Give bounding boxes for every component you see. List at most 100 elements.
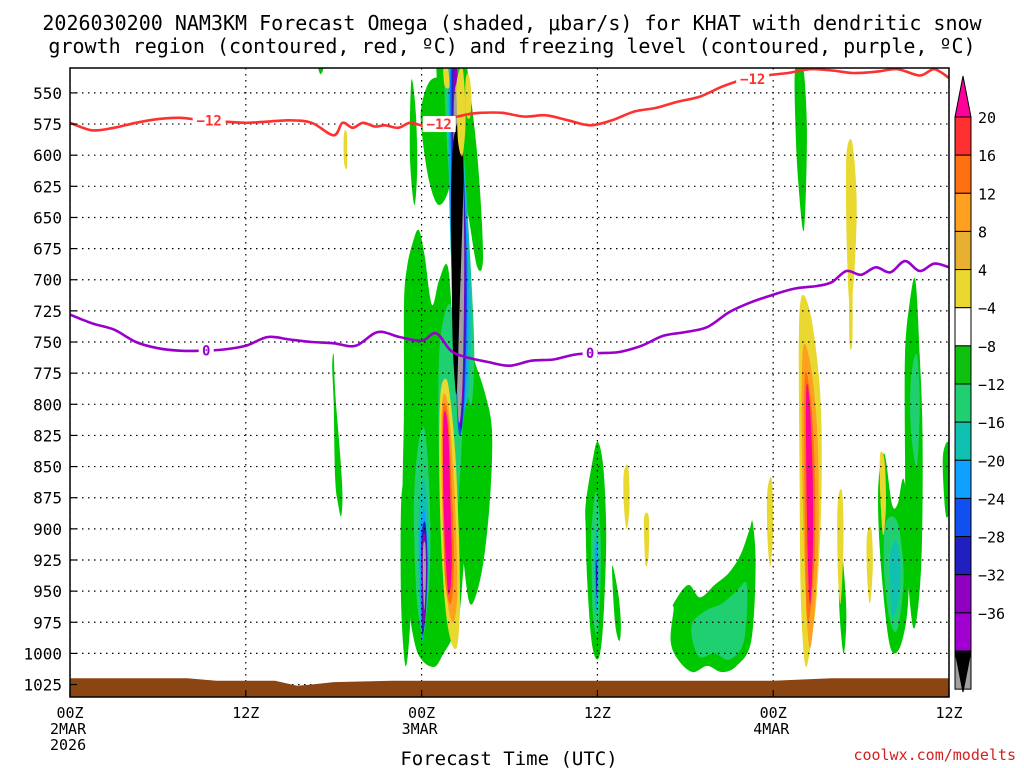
plot-frame [69,67,950,698]
y-tick-label: 775 [33,364,62,383]
colorbar-tick-label: 12 [978,185,996,203]
contour-label-bg [198,342,214,359]
colorbar-swatch [954,192,972,232]
omega-region-58 [879,451,887,536]
colorbar-tick-label: 16 [978,147,996,165]
y-tick-label: 825 [33,426,62,445]
colorbar-swatch [954,497,972,538]
colorbar-swatch [954,421,972,461]
omega-region-48 [643,512,650,567]
omega-region-53 [806,383,814,605]
colorbar-top-arrow [954,75,972,118]
x-tick-label: 00Z [408,704,435,722]
y-tick-label: 650 [33,208,62,227]
omega-region-5 [409,79,418,206]
colorbar-swatch [954,383,972,423]
x-tick-label: 00Z [56,704,83,722]
colorbar-bottom-arrow [954,650,972,693]
colorbar-tick-label: 8 [978,223,987,241]
contour-label-0-1: −12 [427,117,452,133]
x-tick-label: 3MAR [402,720,439,738]
y-tick-label: 600 [33,146,62,165]
colorbar-tick-label: −36 [978,605,1005,623]
y-tick-label: 975 [33,613,62,632]
y-tick-label: 950 [33,582,62,601]
omega-region-30 [422,541,427,610]
y-tick-label: 625 [33,177,62,196]
plot-area: −12 −12 −12 0 0 [70,68,949,697]
colorbar-tick-label: −32 [978,567,1005,585]
x-tick-label: 4MAR [753,720,790,738]
omega-region-43 [456,68,466,157]
colorbar-swatch [954,154,972,194]
y-tick-label: 1025 [23,676,62,695]
y-tick-label: 850 [33,458,62,477]
colorbar-swatch [954,269,972,309]
omega-shading-layer [318,68,949,673]
omega-region-13 [942,441,949,518]
x-tick-label: 2MAR [50,720,87,738]
colorbar-swatch [954,459,972,499]
omega-region-49 [766,476,774,567]
x-tick-label: 12Z [935,704,962,722]
omega-region-38 [450,115,464,395]
x-tick-label: 2026 [50,736,86,754]
y-tick-label: 925 [33,551,62,570]
colorbar-swatch [954,307,972,347]
y-tick-label: 800 [33,395,62,414]
x-axis-label: Forecast Time (UTC) [400,748,617,768]
credit-text: coolwx.com/modelts [853,746,1016,764]
omega-region-21 [910,353,920,468]
colorbar-swatch [954,116,972,156]
colorbar-swatch [954,612,972,652]
omega-region-28 [595,559,598,598]
y-tick-label: 725 [33,302,62,321]
omega-region-6 [400,479,412,667]
series-line-1 [70,259,949,368]
omega-region-44 [465,73,472,120]
omega-region-19 [691,581,748,660]
x-tick-label: 12Z [232,704,259,722]
colorbar-tick-label: 20 [978,109,996,127]
colorbar-swatch [954,230,972,271]
contour-lines-layer: −12 −12 −12 0 0 [70,68,949,368]
y-tick-label: 1000 [23,644,62,663]
omega-region-42 [443,410,452,595]
colorbar: 20 16 12 8 4 −4 −8 −12 −16 −20 −24 −28 −32 −36 [954,75,1005,693]
contour-label-0-2: −12 [740,72,765,88]
colorbar-tick-label: 4 [978,262,987,280]
y-tick-label: 675 [33,240,62,259]
y-tick-label: 750 [33,333,62,352]
omega-region-9 [612,565,621,641]
colorbar-swatch [954,536,972,576]
colorbar-tick-label: −16 [978,414,1005,432]
contour-label-bg [736,71,770,88]
y-tick-label: 575 [33,115,62,134]
terrain-layer [70,678,949,697]
omega-region-15 [318,68,324,75]
y-tick-label: 550 [33,84,62,103]
omega-region-45 [343,130,348,170]
colorbar-tick-label: −4 [978,300,996,318]
y-tick-label: 900 [33,520,62,539]
colorbar-tick-label: −24 [978,490,1005,508]
omega-region-56 [837,489,844,605]
omega-region-57 [866,526,873,604]
terrain-fill [70,678,949,697]
contour-label-1-1: 0 [586,346,594,362]
colorbar-swatch [954,574,972,614]
omega-region-0 [332,353,343,517]
contour-label-0-0: −12 [197,113,222,129]
omega-region-54 [845,138,857,307]
series-line-0 [70,68,949,137]
contour-label-bg [192,112,226,129]
chart-title-line-1: 2026030200 NAM3KM Forecast Omega (shaded… [42,11,982,35]
x-tick-label: 00Z [760,704,787,722]
contour-label-bg [422,116,456,133]
colorbar-tick-label: −12 [978,376,1005,394]
y-tick-label: 700 [33,271,62,290]
x-tick-label: 12Z [584,704,611,722]
colorbar-tick-label: −28 [978,529,1005,547]
